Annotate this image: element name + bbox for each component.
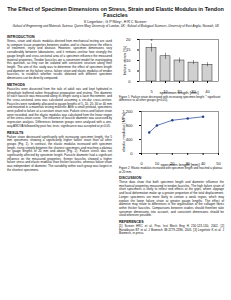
svg-text:5: 5 [150, 89, 153, 94]
svg-text:0: 0 [130, 150, 133, 155]
svg-text:*: * [151, 38, 153, 44]
html-text:METHODS: METHODS [7, 82, 25, 87]
svg-text:failure strain [%]: failure strain [%] [122, 46, 127, 75]
html-text:[1] Screen HRC et al. Proc Ins: [1] Screen HRC et al. Proc Inst Mech Eng… [119, 224, 224, 236]
html-text:INTRODUCTION: INTRODUCTION [7, 35, 35, 40]
html-text:K Legerlotz¹, G P Riley², H R: K Legerlotz¹, G P Riley², H R C Screen¹ [84, 20, 147, 25]
html-text:DISCUSSION: DISCUSSION [119, 176, 142, 180]
html-text:Failure strain decreased signi: Failure strain decreased significantly w… [7, 134, 112, 172]
html-text:The Effect of Specimen Dimensi: The Effect of Specimen Dimensions on Str… [7, 6, 224, 19]
svg-text:10: 10 [155, 161, 160, 166]
svg-text:elastic modulus [MPa]: elastic modulus [MPa] [121, 112, 126, 151]
svg-text:800: 800 [126, 122, 133, 127]
html-text:Fascicles were dissected from: Fascicles were dissected from the tails … [7, 86, 112, 128]
svg-text:20: 20 [126, 37, 131, 42]
html-text:These data show that both spec: These data show that both specimen lengt… [119, 180, 224, 218]
svg-text:10: 10 [126, 57, 131, 63]
svg-text:400: 400 [126, 136, 133, 141]
svg-text:50: 50 [216, 161, 221, 166]
svg-text:specimen length [mm]: specimen length [mm] [160, 161, 199, 166]
html-text:Figure 2: Elastic modulus incr: Figure 2: Elastic modulus increased with… [119, 166, 223, 174]
svg-text:0: 0 [128, 79, 131, 84]
html-text:Stress, strain and elastic mod: Stress, strain and elastic modulus deriv… [7, 39, 112, 81]
svg-text:40: 40 [201, 161, 206, 166]
html-text:REFERENCES: REFERENCES [119, 220, 144, 224]
svg-text:40: 40 [205, 89, 210, 94]
html-text:RESULTS: RESULTS [7, 130, 24, 135]
svg-text:0: 0 [140, 161, 143, 166]
html-text:¹School of Engineering and Mat: ¹School of Engineering and Materials Sci… [11, 24, 220, 29]
svg-text:15: 15 [126, 47, 131, 53]
svg-text:1,200: 1,200 [122, 108, 133, 114]
svg-text:5: 5 [128, 68, 131, 73]
html-text:Figure 1: Failure strain decre: Figure 1: Failure strain decreased with … [119, 94, 221, 102]
svg-text:specimen length [mm]: specimen length [mm] [159, 90, 198, 95]
